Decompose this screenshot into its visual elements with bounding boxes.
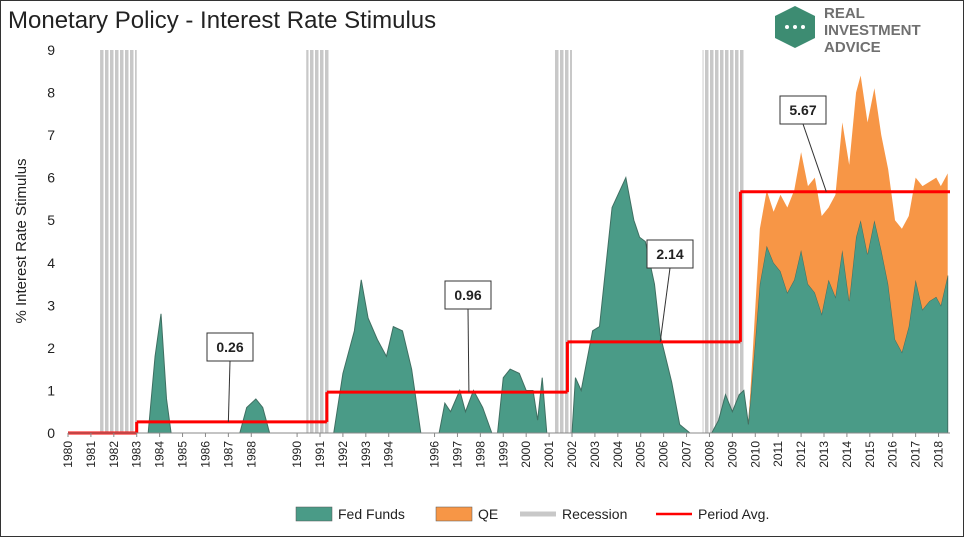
x-tick-label: 1983 bbox=[130, 441, 144, 468]
x-tick-label: 1996 bbox=[428, 441, 442, 468]
x-tick-label: 1997 bbox=[450, 441, 464, 468]
y-tick-label: 8 bbox=[47, 85, 55, 101]
x-tick-label: 2004 bbox=[611, 441, 625, 468]
x-tick-label: 1984 bbox=[153, 441, 167, 468]
callout-box bbox=[206, 332, 254, 362]
callout-label: 0.26 bbox=[216, 339, 243, 355]
callout-pointer bbox=[467, 308, 470, 393]
x-tick-label: 1986 bbox=[198, 441, 212, 468]
callout-box bbox=[444, 280, 492, 310]
y-tick-label: 0 bbox=[47, 425, 55, 441]
x-tick-label: 1994 bbox=[382, 441, 396, 468]
x-tick-label: 2010 bbox=[748, 441, 762, 468]
x-tick-label: 2000 bbox=[519, 441, 533, 468]
callout-box bbox=[646, 239, 694, 269]
logo-text: REAL bbox=[824, 5, 865, 22]
x-tick-label: 2001 bbox=[542, 441, 556, 468]
y-tick-label: 2 bbox=[47, 340, 55, 356]
x-tick-label: 1981 bbox=[84, 441, 98, 468]
x-tick-label: 2018 bbox=[932, 441, 946, 468]
recession-band bbox=[702, 50, 744, 433]
x-tick-label: 1980 bbox=[61, 441, 75, 468]
chart-title: Monetary Policy - Interest Rate Stimulus bbox=[8, 7, 436, 34]
y-tick-label: 7 bbox=[47, 127, 55, 143]
x-tick-label: 2011 bbox=[771, 441, 785, 467]
area bbox=[748, 75, 948, 425]
legend-label: QE bbox=[478, 506, 498, 522]
legend-swatch bbox=[295, 506, 333, 522]
legend-label: Period Avg. bbox=[698, 506, 769, 522]
y-axis-label: % Interest Rate Stimulus bbox=[13, 158, 30, 323]
logo: REAL INVESTMENT ADVICE bbox=[775, 5, 921, 56]
x-tick-label: 1987 bbox=[221, 441, 235, 468]
x-tick-label: 2014 bbox=[840, 441, 854, 468]
legend-label: Recession bbox=[562, 506, 627, 522]
y-tick-label: 4 bbox=[47, 255, 55, 271]
x-tick-label: 2012 bbox=[794, 441, 808, 468]
x-tick-label: 1993 bbox=[359, 441, 373, 468]
logo-dot bbox=[793, 25, 797, 29]
callout-label: 0.96 bbox=[454, 287, 481, 303]
callout-label: 5.67 bbox=[789, 102, 816, 118]
x-tick-label: 2006 bbox=[657, 441, 671, 468]
y-tick-label: 3 bbox=[47, 297, 55, 313]
logo-dot bbox=[801, 25, 805, 29]
x-tick-label: 1990 bbox=[290, 441, 304, 468]
x-tick-label: 2017 bbox=[909, 441, 923, 468]
x-tick-label: 2007 bbox=[680, 441, 694, 468]
x-tick-label: 1985 bbox=[176, 441, 190, 468]
x-tick-label: 1991 bbox=[313, 441, 327, 468]
recession-band bbox=[306, 50, 330, 433]
y-tick-label: 5 bbox=[47, 212, 55, 228]
legend-label: Fed Funds bbox=[338, 506, 405, 522]
callout-box bbox=[779, 95, 827, 125]
x-tick-label: 2002 bbox=[565, 441, 579, 468]
x-tick-label: 2008 bbox=[702, 441, 716, 468]
callout-pointer bbox=[802, 123, 827, 192]
legend-swatch bbox=[435, 506, 473, 522]
x-tick-label: 2005 bbox=[634, 441, 648, 468]
logo-dot bbox=[785, 25, 789, 29]
x-tick-label: 1998 bbox=[473, 441, 487, 468]
x-tick-label: 2016 bbox=[886, 441, 900, 468]
x-tick-label: 2009 bbox=[725, 441, 739, 468]
y-tick-label: 1 bbox=[47, 382, 55, 398]
y-tick-label: 9 bbox=[47, 42, 55, 58]
x-tick-label: 2003 bbox=[588, 441, 602, 468]
callout-pointer bbox=[227, 360, 231, 422]
callout-pointer bbox=[659, 267, 671, 342]
y-tick-label: 6 bbox=[47, 170, 55, 186]
logo-text: ADVICE bbox=[824, 39, 881, 56]
recession-band bbox=[100, 50, 137, 433]
x-tick-label: 1992 bbox=[336, 441, 350, 468]
x-tick-label: 2013 bbox=[817, 441, 831, 468]
recession-band bbox=[553, 50, 572, 433]
logo-text: INVESTMENT bbox=[824, 22, 921, 39]
x-tick-label: 1988 bbox=[244, 441, 258, 468]
x-tick-label: 1999 bbox=[496, 441, 510, 468]
x-tick-label: 1982 bbox=[107, 441, 121, 468]
x-tick-label: 2015 bbox=[863, 441, 877, 468]
callout-label: 2.14 bbox=[656, 246, 683, 262]
